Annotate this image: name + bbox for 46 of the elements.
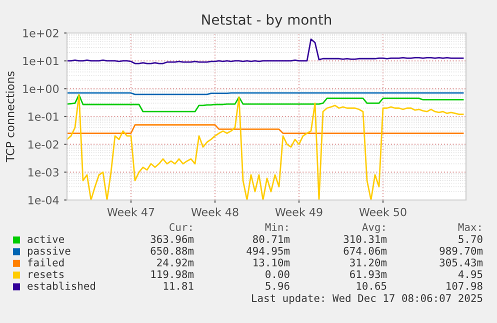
text: 363.96m [150,235,194,244]
y-tick-label: 1e-01 [28,112,58,121]
text: 4.95 [458,270,482,278]
legend-label: established [28,282,96,290]
line-series [67,94,464,112]
text: 119.98m [151,270,194,278]
text: 24.92m [157,258,194,266]
chart-title: Netstat - by month [202,14,332,28]
y-tick-label: 1e+00 [23,84,59,94]
y-tick-label: 1e-02 [28,140,58,149]
legend-label: failed [28,258,64,266]
text: 305.43m [440,258,483,266]
x-tick-label: Week 48 [191,208,238,216]
text: 989.70m [440,246,483,255]
y-tick-label: 1e-03 [28,168,58,177]
text: 10.65 [356,282,386,290]
text: 650.88m [150,246,194,255]
text: 11.81 [164,282,194,290]
text: 31.20m [350,258,387,266]
text: 5.96 [266,282,290,290]
text: 61.93m [350,270,387,278]
text: Avg: [362,223,384,234]
legend-label: passive [28,246,70,257]
x-tick-label: Week 49 [275,208,322,216]
line-series [67,94,464,200]
line-series [67,38,464,64]
y-tick-label: 1e+01 [23,56,58,66]
text: 310.31m [344,235,387,244]
y-tick-label: 1e+02 [23,28,58,38]
text: 80.71m [253,235,290,244]
legend-label: active [28,234,64,244]
y-tick-label: 1e-04 [28,196,59,204]
text: Cur: [170,223,192,232]
x-tick-label: Week 50 [359,208,406,216]
text: 107.98 [446,282,482,290]
text: 674.06m [344,246,387,255]
text: Min: [265,222,288,231]
text: 494.95m [246,246,290,255]
text: 0.00 [266,270,290,278]
y-axis-title: TCP connections [6,71,14,162]
x-tick-label: Week 47 [107,208,154,216]
text: 13.10m [254,258,290,266]
text: Max: [458,223,480,232]
legend-label: resets [28,270,64,278]
text: 5.70 [458,235,482,244]
text: Last update: Wed Dec 17 08:06:07 2025 [252,294,482,304]
